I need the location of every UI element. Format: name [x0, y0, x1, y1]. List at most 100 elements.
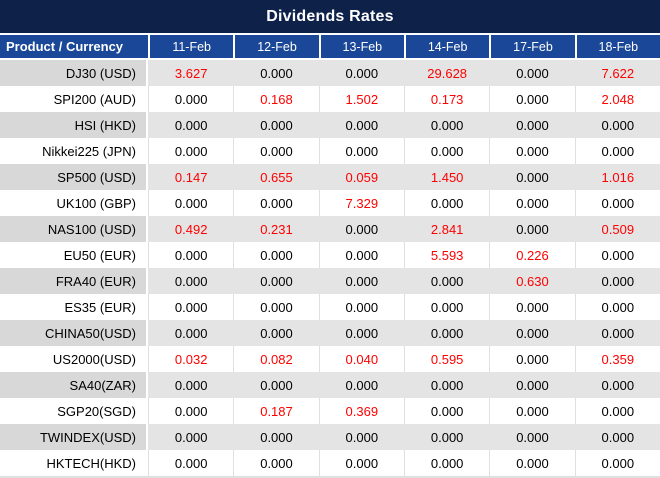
dividend-value-cell: 0.000: [574, 190, 660, 216]
table-row: FRA40 (EUR) 0.000 0.000 0.000 0.000 0.630 0.00…: [0, 268, 660, 294]
dividend-value-cell: 0.359: [574, 346, 660, 372]
dividend-value-cell: 0.168: [233, 86, 319, 112]
table-title: Dividends Rates: [0, 0, 660, 33]
dividend-value-cell: 0.000: [574, 138, 660, 164]
dividend-value-cell: 0.000: [318, 268, 404, 294]
dividend-value-cell: 0.000: [403, 294, 490, 320]
dividend-value-cell: 0.000: [489, 190, 575, 216]
dividend-value-cell: 0.000: [318, 216, 404, 242]
table-row: CHINA50(USD) 0.000 0.000 0.000 0.000 0.000 0.0…: [0, 320, 660, 346]
dividend-value-cell: 0.000: [148, 138, 234, 164]
dividend-value-cell: 0.000: [574, 320, 660, 346]
dividend-value-cell: 0.492: [148, 216, 234, 242]
dividend-value-cell: 0.000: [148, 112, 234, 138]
dividend-value-cell: 0.000: [489, 372, 575, 398]
dividend-value-cell: 0.000: [403, 450, 490, 476]
dividend-value-cell: 0.000: [148, 190, 234, 216]
table-row: SA40(ZAR) 0.000 0.000 0.000 0.000 0.000 0.000: [0, 372, 660, 398]
product-cell: US2000(USD): [0, 346, 148, 372]
dividend-value-cell: 0.000: [489, 346, 575, 372]
dividend-value-cell: 0.032: [148, 346, 234, 372]
dividend-value-cell: 0.226: [489, 242, 575, 268]
table-row: UK100 (GBP) 0.000 0.000 7.329 0.000 0.000 0.00…: [0, 190, 660, 216]
dividend-value-cell: 0.082: [233, 346, 319, 372]
dividend-value-cell: 0.000: [233, 138, 319, 164]
dividend-value-cell: 0.000: [318, 112, 404, 138]
product-cell: ES35 (EUR): [0, 294, 148, 320]
dividend-value-cell: 0.655: [233, 164, 319, 190]
dividend-value-cell: 0.509: [574, 216, 660, 242]
dividend-value-cell: 0.000: [148, 424, 234, 450]
table-row: ES35 (EUR) 0.000 0.000 0.000 0.000 0.000 0.000: [0, 294, 660, 320]
dividend-value-cell: 0.000: [489, 398, 575, 424]
date-column-header: 14-Feb: [403, 35, 489, 58]
dividend-value-cell: 0.000: [489, 216, 575, 242]
dividend-value-cell: 0.000: [233, 294, 319, 320]
dividend-value-cell: 0.000: [574, 242, 660, 268]
dividend-value-cell: 0.000: [403, 268, 490, 294]
dividend-value-cell: 0.000: [148, 372, 234, 398]
dividend-value-cell: 0.000: [403, 138, 490, 164]
dividend-value-cell: 0.000: [148, 268, 234, 294]
date-column-header: 11-Feb: [148, 35, 233, 58]
table-row: SGP20(SGD) 0.000 0.187 0.369 0.000 0.000 0.000: [0, 398, 660, 424]
dividend-value-cell: 0.000: [148, 294, 234, 320]
product-cell: CHINA50(USD): [0, 320, 148, 346]
product-cell: Nikkei225 (JPN): [0, 138, 148, 164]
product-cell: FRA40 (EUR): [0, 268, 148, 294]
table-row: TWINDEX(USD) 0.000 0.000 0.000 0.000 0.000 0.0…: [0, 424, 660, 450]
dividend-value-cell: 0.000: [148, 398, 234, 424]
dividend-value-cell: 0.000: [318, 242, 404, 268]
product-cell: SA40(ZAR): [0, 372, 148, 398]
product-cell: EU50 (EUR): [0, 242, 148, 268]
dividend-value-cell: 0.000: [489, 60, 575, 86]
dividend-value-cell: 0.000: [233, 242, 319, 268]
dividend-value-cell: 7.329: [318, 190, 404, 216]
dividend-value-cell: 0.000: [403, 398, 490, 424]
dividend-value-cell: 0.231: [233, 216, 319, 242]
dividend-value-cell: 0.187: [233, 398, 319, 424]
table-row: SPI200 (AUD) 0.000 0.168 1.502 0.173 0.000 2.0…: [0, 86, 660, 112]
dividend-value-cell: 0.000: [489, 320, 575, 346]
dividend-value-cell: 0.000: [489, 294, 575, 320]
product-cell: HKTECH(HKD): [0, 450, 148, 476]
product-cell: DJ30 (USD): [0, 60, 148, 86]
dividend-value-cell: 0.000: [233, 450, 319, 476]
dividend-value-cell: 0.000: [148, 242, 234, 268]
dividend-value-cell: 0.000: [233, 112, 319, 138]
dividend-value-cell: 0.000: [574, 372, 660, 398]
product-cell: UK100 (GBP): [0, 190, 148, 216]
dividend-value-cell: 2.048: [574, 86, 660, 112]
date-column-header: 18-Feb: [574, 35, 660, 58]
product-cell: SP500 (USD): [0, 164, 148, 190]
dividend-value-cell: 0.000: [403, 372, 490, 398]
product-cell: NAS100 (USD): [0, 216, 148, 242]
dividend-value-cell: 0.000: [574, 294, 660, 320]
dividend-value-cell: 0.000: [148, 320, 234, 346]
table-row: Nikkei225 (JPN) 0.000 0.000 0.000 0.000 0.000…: [0, 138, 660, 164]
dividend-value-cell: 0.000: [318, 450, 404, 476]
dividend-value-cell: 0.000: [489, 138, 575, 164]
dividend-value-cell: 0.000: [574, 268, 660, 294]
dividend-value-cell: 0.000: [489, 86, 575, 112]
dividend-value-cell: 0.000: [403, 320, 490, 346]
dividend-value-cell: 0.147: [148, 164, 234, 190]
dividend-value-cell: 0.000: [233, 190, 319, 216]
table-row: SP500 (USD) 0.147 0.655 0.059 1.450 0.000 1.01…: [0, 164, 660, 190]
dividend-value-cell: 0.000: [233, 320, 319, 346]
dividend-value-cell: 0.000: [403, 424, 490, 450]
dividend-value-cell: 7.622: [574, 60, 660, 86]
table-row: DJ30 (USD) 3.627 0.000 0.000 29.628 0.000 7.62…: [0, 60, 660, 86]
dividend-value-cell: 1.450: [403, 164, 490, 190]
dividend-value-cell: 0.000: [233, 424, 319, 450]
table-row: US2000(USD) 0.032 0.082 0.040 0.595 0.000 0.35…: [0, 346, 660, 372]
dividend-value-cell: 1.016: [574, 164, 660, 190]
date-column-header: 17-Feb: [489, 35, 574, 58]
dividend-value-cell: 0.000: [148, 450, 234, 476]
dividend-value-cell: 0.000: [233, 372, 319, 398]
dividend-value-cell: 1.502: [318, 86, 404, 112]
dividend-value-cell: 3.627: [148, 60, 234, 86]
product-currency-header: Product / Currency: [6, 39, 124, 54]
table-row: NAS100 (USD) 0.492 0.231 0.000 2.841 0.000 0.5…: [0, 216, 660, 242]
dividend-value-cell: 0.000: [318, 320, 404, 346]
